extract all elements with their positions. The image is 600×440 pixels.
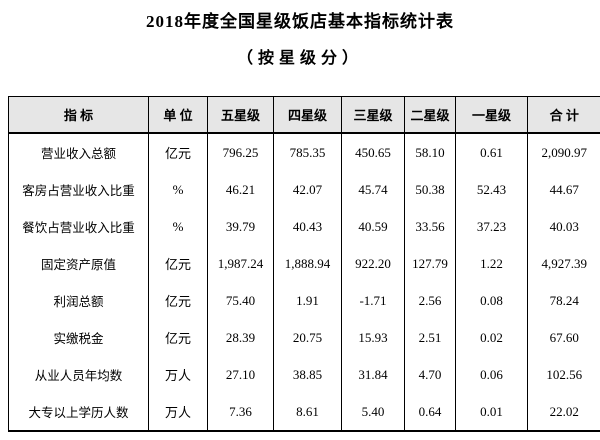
unit-cell: % <box>148 171 208 208</box>
value-cell: 33.56 <box>404 208 456 245</box>
indicator-cell: 从业人员年均数 <box>8 356 149 393</box>
value-cell: 38.85 <box>273 356 342 393</box>
value-cell: 42.07 <box>273 171 342 208</box>
indicator-cell: 固定资产原值 <box>8 245 149 282</box>
indicator-cell: 实缴税金 <box>8 319 149 356</box>
value-cell: 44.67 <box>549 181 579 197</box>
value-cell: 1,987.24 <box>207 245 274 282</box>
col-header-unit: 单 位 <box>148 96 208 134</box>
unit-cell: 万人 <box>148 356 208 393</box>
value-cell: 1.91 <box>273 282 342 319</box>
value-cell: 40.03 <box>549 218 579 234</box>
value-cell: 102.56 <box>546 366 583 382</box>
table-row: 实缴税金 亿元 28.39 20.75 15.93 2.51 0.02 67.60 <box>8 319 600 356</box>
value-cell: 8.61 <box>273 393 342 431</box>
table-row: 大专以上学历人数 万人 7.36 8.61 5.40 0.64 0.01 22.02 <box>8 393 600 431</box>
value-cell: 78.24 <box>549 292 579 308</box>
value-cell: 40.59 <box>341 208 405 245</box>
value-cell: 28.39 <box>207 319 274 356</box>
value-cell: 75.40 <box>207 282 274 319</box>
value-cell: 0.02 <box>455 319 528 356</box>
col-header-3star: 三星级 <box>341 96 405 134</box>
value-cell: 22.02 <box>549 403 579 419</box>
table-header: 指 标 单 位 五星级 四星级 三星级 二星级 一星级 合 计 <box>8 96 600 134</box>
unit-cell: 亿元 <box>148 319 208 356</box>
value-cell: 2.56 <box>404 282 456 319</box>
table-body: 营业收入总额 亿元 796.25 785.35 450.65 58.10 0.61 2,090… <box>8 133 600 431</box>
unit-cell: 亿元 <box>148 133 208 171</box>
col-header-2star: 二星级 <box>404 96 456 134</box>
value-cell: 27.10 <box>207 356 274 393</box>
col-header-indicator: 指 标 <box>8 96 149 134</box>
indicator-cell: 利润总额 <box>8 282 149 319</box>
unit-cell: 万人 <box>148 393 208 431</box>
page-subtitle: （按星级分） <box>236 50 363 67</box>
indicator-cell: 大专以上学历人数 <box>8 393 149 431</box>
value-cell: 45.74 <box>341 171 405 208</box>
value-cell: 1,888.94 <box>273 245 342 282</box>
unit-cell: 亿元 <box>148 245 208 282</box>
unit-cell: % <box>148 208 208 245</box>
value-cell: 785.35 <box>273 133 342 171</box>
value-cell: 1.22 <box>455 245 528 282</box>
value-cell: 58.10 <box>404 133 456 171</box>
value-cell: 2,090.97 <box>541 144 588 160</box>
value-cell: 39.79 <box>207 208 274 245</box>
value-cell: 31.84 <box>341 356 405 393</box>
value-cell: 40.43 <box>273 208 342 245</box>
value-cell: 37.23 <box>455 208 528 245</box>
value-cell: 127.79 <box>404 245 456 282</box>
value-cell: 67.60 <box>549 329 579 345</box>
value-cell: 7.36 <box>207 393 274 431</box>
value-cell: 52.43 <box>455 171 528 208</box>
header-row: 指 标 单 位 五星级 四星级 三星级 二星级 一星级 合 计 <box>8 96 600 134</box>
col-header-total: 合 计 <box>527 96 600 134</box>
value-cell: 0.08 <box>455 282 528 319</box>
col-header-4star: 四星级 <box>273 96 342 134</box>
table-row: 营业收入总额 亿元 796.25 785.35 450.65 58.10 0.61 2,090… <box>8 133 600 171</box>
value-cell: 50.38 <box>404 171 456 208</box>
indicator-cell: 客房占营业收入比重 <box>8 171 149 208</box>
value-cell: 46.21 <box>207 171 274 208</box>
table-row: 固定资产原值 亿元 1,987.24 1,888.94 922.20 127.79 1.22… <box>8 245 600 282</box>
indicator-cell: 营业收入总额 <box>8 133 149 171</box>
value-cell: 796.25 <box>207 133 274 171</box>
value-cell: 922.20 <box>341 245 405 282</box>
table-row: 从业人员年均数 万人 27.10 38.85 31.84 4.70 0.06 102.56 <box>8 356 600 393</box>
table-row: 利润总额 亿元 75.40 1.91 -1.71 2.56 0.08 78.24 <box>8 282 600 319</box>
value-cell: -1.71 <box>341 282 405 319</box>
value-cell: 5.40 <box>341 393 405 431</box>
table-row: 客房占营业收入比重% 46.21 42.07 45.74 50.38 52.43 44.67 <box>8 171 600 208</box>
value-cell: 2.51 <box>404 319 456 356</box>
value-cell: 0.01 <box>455 393 528 431</box>
value-cell: 0.64 <box>404 393 456 431</box>
statistics-table: 指 标 单 位 五星级 四星级 三星级 二星级 一星级 合 计 营业收入总额 亿元… <box>8 96 600 432</box>
table-row: 餐饮占营业收入比重% 39.79 40.43 40.59 33.56 37.23 40.03 <box>8 208 600 245</box>
value-cell: 4,927.39 <box>541 255 588 271</box>
value-cell: 450.65 <box>341 133 405 171</box>
value-cell: 4.70 <box>404 356 456 393</box>
value-cell: 0.06 <box>455 356 528 393</box>
page-title: 2018年度全国星级饭店基本指标统计表 <box>146 12 454 31</box>
col-header-5star: 五星级 <box>207 96 274 134</box>
col-header-1star: 一星级 <box>455 96 528 134</box>
indicator-cell: 餐饮占营业收入比重 <box>8 208 149 245</box>
value-cell: 20.75 <box>273 319 342 356</box>
value-cell: 0.61 <box>455 133 528 171</box>
value-cell: 15.93 <box>341 319 405 356</box>
unit-cell: 亿元 <box>148 282 208 319</box>
